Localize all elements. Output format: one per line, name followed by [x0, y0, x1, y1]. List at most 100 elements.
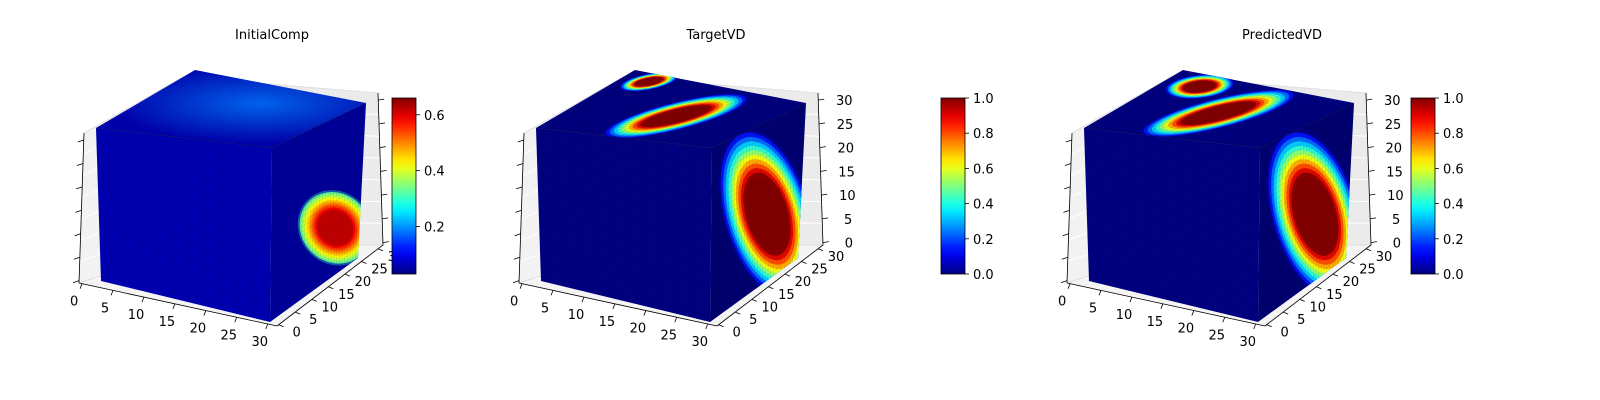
x-tick — [110, 290, 114, 296]
cube-face-front — [96, 128, 272, 322]
y-tick — [817, 248, 824, 252]
region-core — [746, 177, 788, 252]
region-core — [319, 211, 352, 244]
x-tick — [581, 296, 585, 303]
x-axis: 0 5 10 15 20 25 30 — [510, 282, 718, 350]
x-tick — [1253, 323, 1257, 330]
x-tick — [79, 283, 83, 289]
y-tick-label: 25 — [371, 262, 388, 277]
y-tick-label: 15 — [778, 288, 795, 303]
region-core — [1184, 81, 1215, 92]
y-tick-label: 5 — [309, 313, 317, 328]
z-tick — [1369, 193, 1376, 196]
x-tick — [612, 303, 616, 309]
x-tick — [550, 290, 554, 296]
z-tick — [818, 122, 826, 125]
y-tick-label: 25 — [811, 262, 828, 277]
z-tick — [382, 217, 389, 220]
colorbar-tick-label: 0.0 — [1443, 268, 1464, 283]
z-tick-label: 30 — [1384, 94, 1401, 109]
z-tick — [378, 122, 386, 125]
y-tick-label: 10 — [322, 300, 339, 315]
voxel-grid — [96, 70, 366, 321]
x-axis: 0 5 10 15 20 25 30 — [70, 282, 278, 350]
cube-edge — [1083, 102, 1355, 149]
y-tick-label: 5 — [749, 313, 757, 328]
z-tick-label: 15 — [838, 165, 855, 180]
colorbar-tick-label: 0.8 — [973, 127, 994, 142]
y-tick — [735, 311, 741, 315]
x-tick-label: 5 — [101, 301, 109, 316]
x-tick — [1129, 296, 1133, 303]
y-tick-label: 0 — [1281, 326, 1289, 341]
z-tick-label: 25 — [837, 118, 854, 133]
colorbar-tick-label: 0.6 — [1443, 162, 1464, 177]
high-region-top — [1139, 88, 1298, 138]
x-tick-label: 10 — [128, 308, 145, 323]
y-tick-label: 30 — [828, 250, 845, 265]
colorbar-tick-label: 1.0 — [973, 92, 994, 107]
z-tick-label: 30 — [836, 94, 853, 109]
high-region-right — [297, 190, 366, 266]
z-tick — [380, 169, 387, 172]
z-tick — [822, 217, 829, 220]
z-tick — [1370, 241, 1377, 244]
x-tick-label: 25 — [221, 328, 238, 343]
z-tick-label: 10 — [1387, 189, 1404, 204]
y-tick-label: 0 — [733, 326, 741, 341]
y-tick — [311, 299, 317, 302]
colorbar-tick-label: 0.4 — [1443, 198, 1464, 213]
x-tick — [1222, 317, 1226, 323]
y-tick — [1349, 261, 1355, 264]
y-tick — [768, 286, 774, 290]
y-tick — [328, 286, 334, 290]
x-tick-label: 20 — [630, 322, 647, 337]
x-tick — [1098, 290, 1102, 296]
z-tick — [821, 193, 828, 196]
colorbar-tick-label: 0.2 — [1443, 233, 1464, 248]
z-tick-label: 5 — [1392, 213, 1400, 228]
y-tick-label: 15 — [338, 288, 355, 303]
voxel-grid — [1084, 70, 1354, 321]
z-tick — [1368, 169, 1375, 172]
x-tick — [1191, 310, 1195, 316]
colorbar-gradient — [1410, 97, 1436, 275]
region-core — [636, 77, 662, 86]
y-tick-label: 20 — [795, 275, 812, 290]
x-tick — [172, 303, 176, 309]
z-tick-label: 20 — [1386, 142, 1403, 157]
z-tick — [1366, 98, 1373, 101]
colorbar-tick-label: 1.0 — [1443, 92, 1464, 107]
colorbar-predictedvd: 0.0 0.2 0.4 0.6 0.8 1.0 — [1410, 92, 1464, 283]
x-tick — [265, 323, 269, 330]
x-tick-label: 15 — [599, 315, 616, 330]
z-tick — [382, 241, 389, 244]
y-tick — [377, 248, 384, 252]
colorbar-targetvd: 0.0 0.2 0.4 0.6 0.8 1.0 — [940, 92, 994, 283]
region-core — [1184, 102, 1253, 124]
y-tick — [295, 311, 301, 315]
panel-title: InitialComp — [235, 28, 309, 43]
z-tick-label: 0 — [845, 237, 853, 252]
x-tick — [519, 283, 523, 289]
y-tick — [801, 261, 807, 264]
x-tick-label: 10 — [568, 308, 585, 323]
y-tick — [278, 324, 284, 328]
z-tick-label: 15 — [1386, 165, 1403, 180]
panel-title: TargetVD — [685, 28, 745, 43]
z-tick-label: 10 — [839, 189, 856, 204]
cube-face-front — [1084, 128, 1260, 322]
y-tick-label: 20 — [1343, 275, 1360, 290]
z-tick-label: 25 — [1385, 118, 1402, 133]
z-tick — [820, 169, 827, 172]
x-tick — [674, 317, 678, 323]
left-frame-ticks — [1060, 132, 1073, 284]
z-tick — [379, 146, 386, 149]
x-tick — [141, 296, 145, 303]
region-core — [1294, 177, 1336, 252]
colorbar-gradient — [391, 97, 417, 275]
z-tick — [1366, 122, 1374, 125]
x-tick-label: 25 — [1209, 328, 1226, 343]
colorbar-tick-label: 0.4 — [973, 198, 994, 213]
